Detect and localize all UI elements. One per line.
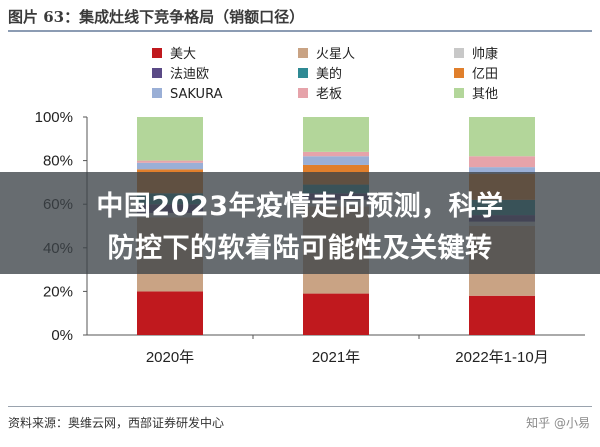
legend-label-美的: 美的 [316, 66, 342, 82]
legend-label-法迪欧: 法迪欧 [170, 67, 209, 82]
legend-swatch-老板 [298, 88, 308, 98]
x-category-label: 2020年 [146, 349, 194, 366]
legend-label-sakura: SAKURA [170, 87, 223, 102]
legend-swatch-其他 [454, 88, 464, 98]
title-rule [8, 30, 592, 32]
bar-segment-美大 [469, 295, 535, 335]
y-tick-label: 0% [51, 327, 73, 344]
legend-swatch-美的 [298, 68, 308, 78]
legend-swatch-火星人 [298, 48, 308, 58]
legend-label-帅康: 帅康 [472, 46, 498, 62]
x-category-label: 2021年 [312, 349, 360, 366]
legend-label-老板: 老板 [316, 87, 342, 102]
legend-swatch-sakura [152, 88, 162, 98]
y-tick-label: 20% [43, 283, 73, 300]
overlay-headline-line-1: 中国2023年疫情走向预测，科学 [96, 191, 504, 222]
bar-segment-sakura [137, 162, 203, 170]
legend-swatch-帅康 [454, 48, 464, 58]
source-note: 资料来源：奥维云网，西部证券研发中心 [8, 416, 225, 430]
bar-segment-其他 [303, 117, 369, 152]
overlay-banner [0, 172, 600, 274]
x-category-label: 2022年1-10月 [455, 349, 548, 366]
bar-segment-老板 [137, 160, 203, 163]
legend-label-亿田: 亿田 [472, 67, 498, 82]
legend-swatch-亿田 [454, 68, 464, 78]
y-tick-label: 80% [43, 153, 73, 170]
legend-swatch-法迪欧 [152, 68, 162, 78]
bar-segment-sakura [469, 167, 535, 174]
watermark: 知乎 @小易 [526, 416, 590, 430]
bar-segment-美大 [303, 293, 369, 335]
legend-swatch-美大 [152, 48, 162, 58]
legend-label-其他: 其他 [472, 87, 498, 102]
legend-label-火星人: 火星人 [316, 47, 355, 62]
legend-label-美大: 美大 [170, 47, 196, 62]
bar-segment-其他 [469, 117, 535, 157]
bar-segment-美大 [137, 291, 203, 335]
overlay-headline-line-2: 防控下的软着陆可能性及关键转 [107, 233, 493, 264]
bar-segment-sakura [303, 156, 369, 165]
footer-rule [8, 406, 592, 407]
figure-title: 图片 63：集成灶线下竞争格局（销额口径） [8, 8, 305, 26]
bar-segment-老板 [303, 151, 369, 157]
bar-segment-其他 [137, 117, 203, 161]
bar-segment-老板 [469, 156, 535, 168]
y-tick-label: 100% [35, 109, 73, 126]
